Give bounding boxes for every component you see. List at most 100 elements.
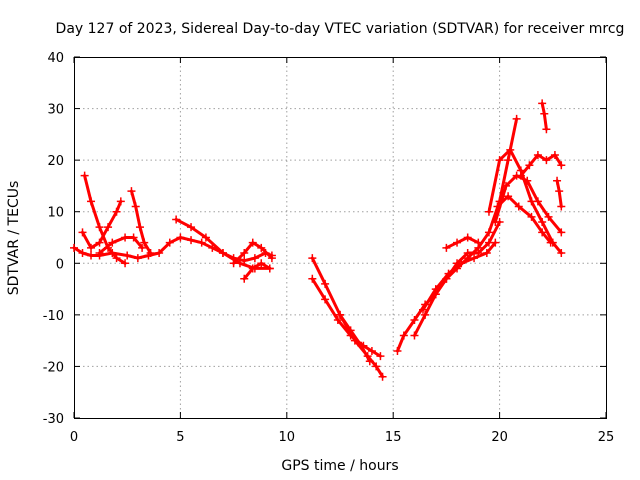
data-point-marker	[80, 171, 89, 180]
data-point-marker	[474, 238, 483, 247]
data-point-marker	[123, 251, 132, 260]
x-tick-label: 10	[279, 430, 296, 445]
data-point-marker	[470, 254, 479, 263]
data-point-marker	[533, 197, 542, 206]
series-line	[519, 153, 563, 178]
data-point-marker	[399, 331, 408, 340]
data-point-marker	[87, 197, 96, 206]
series-track-17	[491, 171, 566, 237]
data-point-marker	[540, 109, 549, 118]
data-point-marker	[557, 161, 566, 170]
series-track-15	[442, 233, 483, 252]
data-point-marker	[321, 279, 330, 288]
data-point-marker	[129, 233, 138, 242]
data-point-marker	[410, 331, 419, 340]
data-point-marker	[421, 310, 430, 319]
data-point-marker	[525, 161, 534, 170]
series-group	[70, 99, 566, 381]
series-line	[338, 313, 372, 363]
data-point-marker	[557, 228, 566, 237]
data-point-marker	[218, 248, 227, 257]
data-point-marker	[308, 254, 317, 263]
data-point-marker	[367, 346, 376, 355]
data-point-marker	[495, 156, 504, 165]
data-point-marker	[516, 171, 525, 180]
data-point-marker	[555, 187, 564, 196]
plot-frame	[74, 57, 607, 419]
data-point-marker	[418, 305, 427, 314]
data-point-marker	[501, 181, 510, 190]
data-point-marker	[463, 248, 472, 257]
data-point-marker	[393, 346, 402, 355]
data-point-marker	[135, 223, 144, 232]
data-point-marker	[257, 259, 266, 268]
data-point-marker	[140, 238, 149, 247]
data-point-marker	[491, 238, 500, 247]
series-track-14	[418, 238, 500, 314]
series-line	[444, 236, 480, 250]
y-tick-label: 0	[56, 257, 64, 272]
data-point-marker	[442, 243, 451, 252]
data-point-marker	[172, 215, 181, 224]
data-point-marker	[523, 176, 532, 185]
series-line	[493, 174, 563, 234]
data-point-marker	[250, 254, 259, 263]
y-tick-label: -10	[43, 309, 64, 324]
data-point-marker	[431, 285, 440, 294]
x-tick-label: 15	[385, 430, 402, 445]
data-point-marker	[493, 202, 502, 211]
data-point-marker	[538, 218, 547, 227]
data-point-marker	[457, 259, 466, 268]
data-point-marker	[78, 228, 87, 237]
data-point-marker	[104, 223, 113, 232]
data-point-marker	[155, 248, 164, 257]
data-point-marker	[70, 243, 78, 252]
x-axis-label: GPS time / hours	[281, 458, 398, 474]
data-point-marker	[240, 248, 249, 257]
data-point-marker	[533, 150, 542, 159]
x-tick-label: 25	[598, 430, 615, 445]
data-point-marker	[95, 248, 104, 257]
data-point-marker	[482, 248, 491, 257]
data-point-marker	[187, 236, 196, 245]
series-track-11	[336, 310, 374, 366]
series-line	[242, 261, 272, 281]
series-track-18	[493, 192, 555, 247]
data-point-marker	[550, 150, 559, 159]
data-point-marker	[201, 233, 210, 242]
data-point-marker	[491, 218, 500, 227]
x-tick-label: 20	[491, 430, 508, 445]
x-tick-label: 0	[70, 430, 78, 445]
series-track-12	[393, 114, 521, 355]
data-point-marker	[504, 156, 513, 165]
data-point-marker	[444, 269, 453, 278]
data-point-marker	[365, 357, 374, 366]
data-point-marker	[197, 238, 206, 247]
series-track-21	[553, 176, 566, 211]
y-tick-label: -20	[43, 360, 64, 375]
data-point-marker	[546, 238, 555, 247]
data-point-marker	[121, 233, 130, 242]
data-point-marker	[138, 243, 147, 252]
series-track-8	[240, 259, 274, 283]
series-track-7	[229, 238, 276, 268]
data-point-marker	[484, 207, 493, 216]
data-point-marker	[378, 372, 387, 381]
data-point-marker	[542, 156, 551, 165]
series-line	[310, 256, 385, 379]
data-point-marker	[336, 310, 344, 319]
data-point-marker	[372, 362, 381, 371]
y-tick-label: 30	[47, 103, 64, 118]
data-point-marker	[87, 251, 96, 260]
y-tick-label: 10	[47, 206, 64, 221]
data-point-marker	[512, 114, 521, 123]
data-point-marker	[112, 207, 121, 216]
data-point-marker	[527, 212, 536, 221]
data-point-marker	[108, 238, 117, 247]
data-point-marker	[544, 212, 553, 221]
data-point-marker	[127, 187, 136, 196]
data-point-marker	[357, 341, 366, 350]
y-axis-label: SDTVAR / TECUs	[6, 181, 22, 296]
data-point-marker	[308, 274, 317, 283]
data-point-marker	[87, 243, 96, 252]
